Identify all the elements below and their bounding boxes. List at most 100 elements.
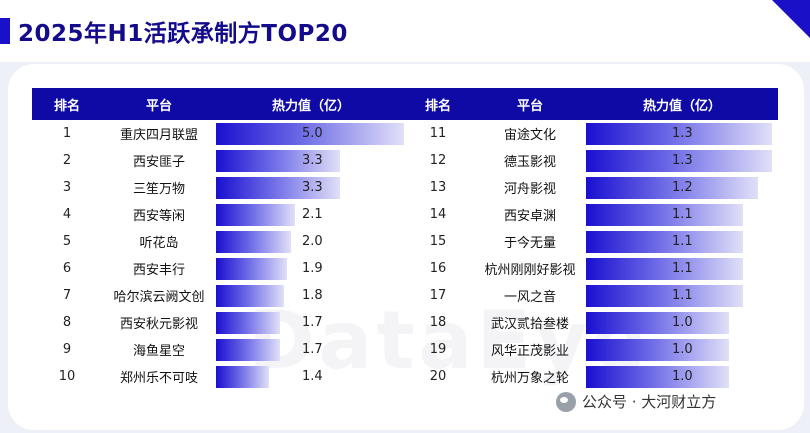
rank-cell: 2 (62, 153, 72, 168)
rank-cell: 5 (62, 234, 72, 249)
table-row: 7 哈尔滨云阙文创 1.8 (32, 282, 406, 309)
rank-cell: 6 (62, 261, 72, 276)
heat-value: 1.4 (302, 368, 323, 384)
rank-cell: 13 (429, 180, 447, 195)
ranking-table-left: 排名 平台 热力值（亿） 1 重庆四月联盟 5.0 2 西安匪子 3.3 3 三笙万物 3.3 4… (32, 88, 406, 390)
platform-cell: 西安等闲 (132, 209, 185, 224)
heat-cell: 1.2 (586, 176, 778, 200)
platform-cell: 听花岛 (139, 236, 179, 251)
heat-bar (216, 149, 340, 172)
heat-value: 1.1 (672, 233, 693, 249)
heat-bar (586, 203, 743, 226)
heat-cell: 1.3 (586, 149, 778, 173)
heat-bar (216, 311, 280, 334)
table-row: 1 重庆四月联盟 5.0 (32, 120, 406, 147)
rank-cell: 12 (429, 153, 447, 168)
table-row: 20 杭州万象之轮 1.0 (402, 363, 778, 390)
heat-value: 2.1 (302, 206, 323, 222)
table-row: 19 风华正茂影业 1.0 (402, 336, 778, 363)
platform-cell: 风华正茂影业 (490, 344, 569, 359)
heat-cell: 2.0 (216, 230, 406, 254)
heat-cell: 1.0 (586, 365, 778, 389)
platform-cell: 郑州乐不可吱 (119, 371, 198, 386)
heat-bar (586, 284, 743, 307)
heat-bar (586, 122, 772, 145)
rank-cell: 11 (429, 126, 447, 141)
watermark-text: 公众号 · 大河财立方 (582, 393, 717, 411)
platform-cell: 三笙万物 (132, 182, 185, 197)
heat-value: 1.7 (302, 341, 323, 357)
platform-cell: 西安秋元影视 (119, 317, 198, 332)
table-row: 11 宙途文化 1.3 (402, 120, 778, 147)
heat-bar (586, 338, 729, 361)
page-title: 2025年H1活跃承制方TOP20 (18, 21, 348, 47)
platform-cell: 西安匪子 (132, 155, 185, 170)
heat-bar (586, 176, 758, 199)
rank-cell: 4 (62, 207, 72, 222)
heat-cell: 1.7 (216, 311, 406, 335)
header-platform: 平台 (145, 98, 172, 114)
rank-cell: 18 (429, 315, 447, 330)
heat-bar (216, 338, 280, 361)
rank-cell: 3 (62, 180, 72, 195)
rank-cell: 9 (62, 342, 72, 357)
heat-cell: 3.3 (216, 149, 406, 173)
header-heat: 热力值（亿） (271, 98, 350, 114)
platform-cell: 哈尔滨云阙文创 (113, 290, 205, 305)
rank-cell: 1 (62, 126, 72, 141)
table-header-right: 排名 平台 热力值（亿） (402, 88, 778, 120)
heat-value: 3.3 (302, 179, 323, 195)
heat-cell: 5.0 (216, 122, 406, 146)
rank-cell: 16 (429, 261, 447, 276)
heat-value: 1.9 (302, 260, 323, 276)
heat-value: 1.0 (672, 314, 693, 330)
heat-value: 1.1 (672, 287, 693, 303)
heat-cell: 1.1 (586, 230, 778, 254)
platform-cell: 杭州刚刚好影视 (484, 263, 576, 278)
rank-cell: 19 (429, 342, 447, 357)
heat-bar (216, 257, 287, 280)
rank-cell: 20 (429, 369, 447, 384)
table-body-right: 11 宙途文化 1.3 12 德玉影视 1.3 13 河舟影视 1.2 14 西安卓渊 1.1 15 于今… (402, 120, 778, 390)
rank-cell: 10 (58, 369, 76, 384)
heat-cell: 1.4 (216, 365, 406, 389)
heat-bar (216, 176, 340, 199)
title-accent-bar (0, 18, 10, 44)
table-row: 15 于今无量 1.1 (402, 228, 778, 255)
rank-cell: 15 (429, 234, 447, 249)
platform-cell: 一风之音 (503, 290, 556, 305)
heat-cell: 1.1 (586, 203, 778, 227)
rank-cell: 8 (62, 315, 72, 330)
table-row: 9 海鱼星空 1.7 (32, 336, 406, 363)
heat-bar (216, 230, 291, 253)
platform-cell: 武汉贰拾叁楼 (490, 317, 569, 332)
platform-cell: 海鱼星空 (132, 344, 185, 359)
rank-cell: 17 (429, 288, 447, 303)
heat-cell: 1.0 (586, 338, 778, 362)
platform-cell: 杭州万象之轮 (490, 371, 569, 386)
header-heat: 热力值（亿） (642, 98, 721, 114)
page-header: 2025年H1活跃承制方TOP20 (0, 0, 810, 62)
header-platform: 平台 (516, 98, 543, 114)
heat-bar (586, 230, 743, 253)
platform-cell: 于今无量 (503, 236, 556, 251)
table-row: 13 河舟影视 1.2 (402, 174, 778, 201)
platform-cell: 德玉影视 (503, 155, 556, 170)
heat-cell: 1.9 (216, 257, 406, 281)
platform-cell: 西安丰行 (132, 263, 185, 278)
platform-cell: 宙途文化 (503, 128, 556, 143)
table-row: 4 西安等闲 2.1 (32, 201, 406, 228)
table-row: 3 三笙万物 3.3 (32, 174, 406, 201)
table-body-left: 1 重庆四月联盟 5.0 2 西安匪子 3.3 3 三笙万物 3.3 4 西安等闲 2.1 5 听花岛 2.… (32, 120, 406, 390)
table-row: 6 西安丰行 1.9 (32, 255, 406, 282)
heat-cell: 1.7 (216, 338, 406, 362)
heat-cell: 1.1 (586, 257, 778, 281)
heat-value: 5.0 (302, 125, 323, 141)
corner-decoration (772, 0, 810, 38)
heat-value: 1.0 (672, 341, 693, 357)
heat-cell: 3.3 (216, 176, 406, 200)
platform-cell: 重庆四月联盟 (119, 128, 198, 143)
heat-cell: 2.1 (216, 203, 406, 227)
table-row: 12 德玉影视 1.3 (402, 147, 778, 174)
table-row: 17 一风之音 1.1 (402, 282, 778, 309)
